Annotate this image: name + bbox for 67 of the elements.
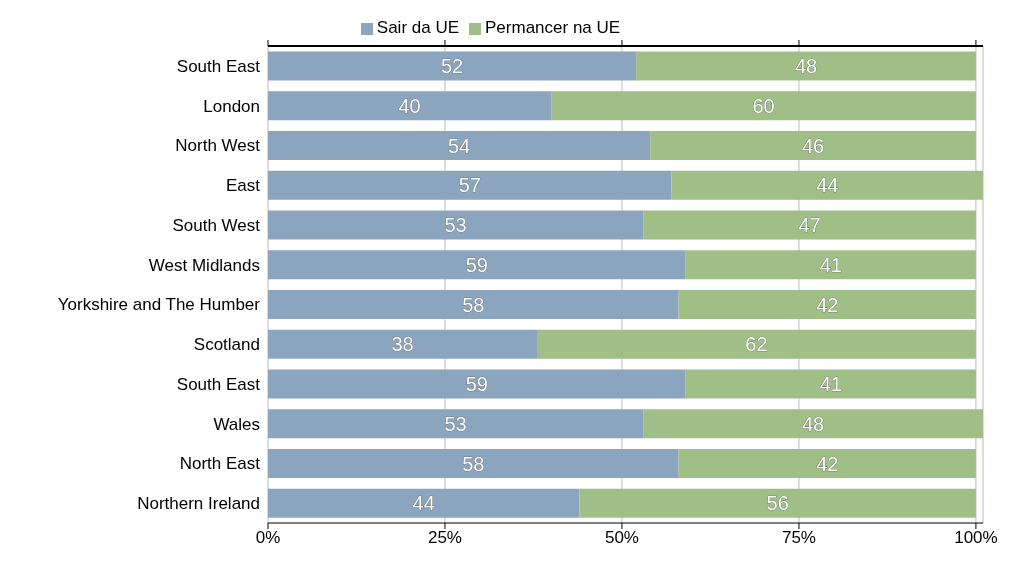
- x-tick-label: 25%: [427, 528, 462, 548]
- bar: [268, 170, 672, 200]
- data-label: 59: [465, 373, 488, 396]
- y-tick-label: Northern Ireland: [137, 494, 260, 514]
- data-label: 54: [448, 134, 471, 157]
- data-label: 58: [462, 293, 485, 316]
- data-label: 60: [752, 94, 775, 117]
- data-label: 41: [819, 253, 842, 276]
- bar: [643, 210, 976, 240]
- bar: [268, 449, 679, 479]
- bar: [268, 131, 651, 161]
- bar: [268, 91, 552, 121]
- x-tick-label: 75%: [781, 528, 816, 548]
- legend-label: Sair da UE: [376, 18, 460, 37]
- y-tick-label: London: [203, 96, 260, 116]
- legend-label: Permancer na UE: [485, 18, 621, 37]
- data-label: 48: [794, 55, 818, 78]
- bar: [643, 409, 983, 439]
- data-label: 53: [444, 214, 467, 237]
- data-label: 42: [816, 452, 839, 475]
- data-label: 46: [801, 134, 825, 157]
- data-label: 62: [745, 333, 768, 356]
- data-label: 48: [801, 412, 825, 435]
- data-label: 53: [444, 412, 467, 435]
- bar: [685, 369, 976, 399]
- data-label: 57: [458, 174, 481, 197]
- data-label: 58: [462, 452, 485, 475]
- data-label: 59: [465, 253, 488, 276]
- bar: [268, 488, 580, 518]
- bar: [537, 329, 976, 359]
- y-tick-label: West Midlands: [148, 255, 260, 275]
- x-tick-label: 50%: [604, 528, 639, 548]
- bar: [551, 91, 976, 121]
- data-label: 44: [412, 492, 435, 515]
- y-tick-label: Wales: [213, 414, 260, 434]
- y-tick-label: North West: [175, 136, 261, 156]
- bar: [636, 51, 976, 81]
- bar: [685, 250, 976, 280]
- bar: [268, 210, 644, 240]
- bar: [650, 131, 976, 161]
- data-label: 42: [816, 293, 839, 316]
- data-label: 44: [816, 174, 839, 197]
- bar: [268, 409, 644, 439]
- y-tick-label: Yorkshire and The Humber: [57, 295, 261, 315]
- bar: [268, 290, 679, 320]
- y-tick-label: South East: [176, 374, 261, 394]
- bar: [268, 250, 686, 280]
- bar: [268, 329, 538, 359]
- data-label: 38: [391, 333, 414, 356]
- bar: [268, 369, 686, 399]
- y-tick-label: North East: [179, 454, 261, 474]
- x-tick-label: 0%: [255, 528, 281, 548]
- y-tick-label: Scotland: [193, 335, 260, 355]
- y-tick-label: East: [225, 176, 261, 196]
- data-label: 40: [398, 94, 421, 117]
- bar: [268, 51, 637, 81]
- data-label: 41: [819, 373, 842, 396]
- y-tick-label: South East: [176, 56, 261, 76]
- data-label: 56: [766, 492, 789, 515]
- bar: [678, 290, 976, 320]
- bar: [678, 449, 976, 479]
- y-tick-label: South West: [172, 215, 261, 235]
- bar: [579, 488, 976, 518]
- data-label: 52: [440, 55, 464, 78]
- bar: [671, 170, 983, 200]
- x-tick-label: 100%: [954, 528, 998, 548]
- data-label: 47: [798, 214, 821, 237]
